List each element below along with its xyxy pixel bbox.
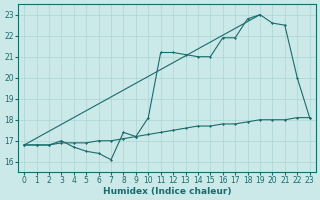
X-axis label: Humidex (Indice chaleur): Humidex (Indice chaleur) [103, 187, 231, 196]
